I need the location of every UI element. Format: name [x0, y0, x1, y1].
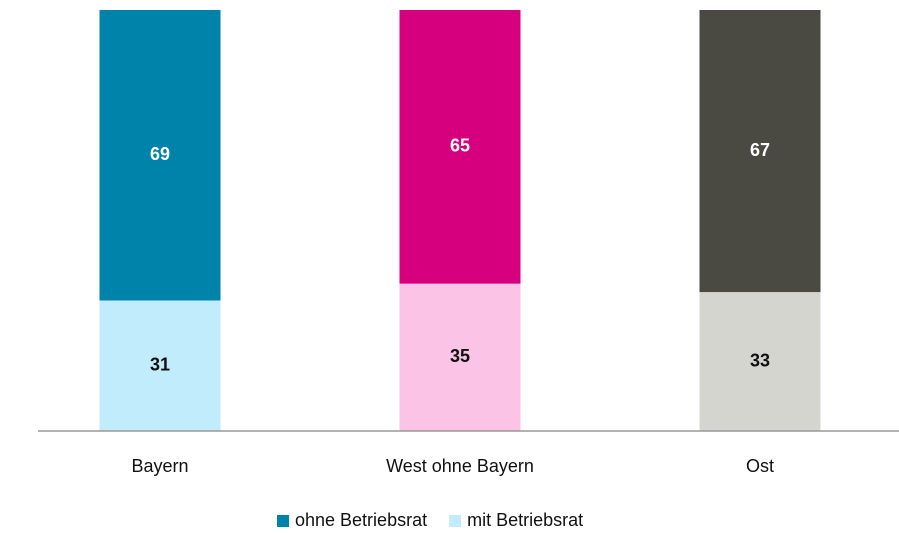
- data-label: 69: [150, 144, 170, 164]
- legend-swatch: [277, 515, 289, 527]
- data-label: 33: [750, 350, 770, 370]
- x-tick-label: Ost: [746, 456, 774, 476]
- data-label: 65: [450, 136, 470, 156]
- data-label: 31: [150, 354, 170, 374]
- bar-segment: [399, 10, 521, 284]
- bar-segment: [399, 283, 521, 431]
- legend-label: ohne Betriebsrat: [295, 510, 427, 530]
- bar-segment: [99, 300, 221, 431]
- legend-label: mit Betriebsrat: [467, 510, 583, 530]
- x-tick-label: Bayern: [131, 456, 188, 476]
- bar-segment: [699, 10, 821, 293]
- x-tick-label: West ohne Bayern: [386, 456, 534, 476]
- data-label: 67: [750, 140, 770, 160]
- legend-swatch: [449, 515, 462, 527]
- data-label: 35: [450, 346, 470, 366]
- bar-segment: [699, 292, 821, 431]
- bar-segment: [99, 10, 221, 301]
